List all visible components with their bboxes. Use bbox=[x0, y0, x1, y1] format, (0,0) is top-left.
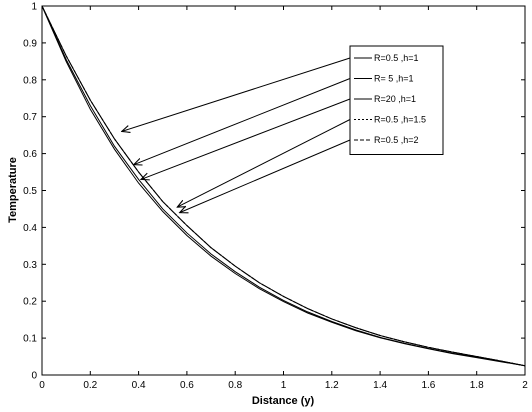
series-line-5 bbox=[41, 5, 526, 367]
annotation-arrow bbox=[122, 57, 351, 131]
y-tick-label: 0 bbox=[31, 371, 37, 382]
x-tick-label: 0 bbox=[39, 380, 45, 391]
x-tick-label: 1.6 bbox=[421, 380, 435, 391]
y-tick-label: 0.7 bbox=[23, 112, 37, 123]
x-tick-label: 1.8 bbox=[470, 380, 484, 391]
legend-box bbox=[349, 45, 444, 155]
axis-ticks: 0 0.2 0.4 0.6 0.8 1 1.2 1.4 1.6 1.8 2 0 0.1 0.2 0.3 0.4… bbox=[23, 2, 528, 392]
annotation-arrow bbox=[134, 78, 351, 165]
annotation-arrows bbox=[122, 57, 351, 213]
x-tick-label: 0.4 bbox=[132, 380, 146, 391]
annotation-arrow bbox=[180, 139, 351, 213]
series-line-3 bbox=[41, 5, 526, 367]
legend-entry: R=0.5 ,h=1.5 bbox=[374, 115, 426, 125]
legend-entry: R=0.5 ,h=1 bbox=[374, 53, 419, 63]
y-tick-label: 0.2 bbox=[23, 297, 37, 308]
y-tick-label: 0.6 bbox=[23, 149, 37, 160]
y-tick-label: 0.1 bbox=[23, 334, 37, 345]
x-tick-label: 0.6 bbox=[180, 380, 194, 391]
plot-area bbox=[41, 5, 526, 376]
x-tick-label: 0.2 bbox=[83, 380, 97, 391]
legend: R=0.5 ,h=1 R= 5 ,h=1 R=20 ,h=1 R=0.5 ,h=1.5… bbox=[349, 45, 444, 155]
y-tick-label: 0.4 bbox=[23, 223, 37, 234]
series-lines bbox=[41, 5, 526, 367]
y-axis-label: Temperature bbox=[7, 157, 19, 223]
annotation-arrow bbox=[177, 119, 351, 208]
x-tick-label: 1.4 bbox=[373, 380, 387, 391]
x-axis-label: Distance (y) bbox=[252, 395, 315, 407]
legend-entry: R= 5 ,h=1 bbox=[374, 74, 414, 84]
x-tick-label: 1.2 bbox=[325, 380, 339, 391]
annotation-arrow bbox=[141, 98, 351, 179]
y-tick-label: 0.8 bbox=[23, 75, 37, 86]
y-tick-label: 0.3 bbox=[23, 260, 37, 271]
x-tick-label: 2 bbox=[522, 380, 528, 391]
x-tick-label: 1 bbox=[281, 380, 287, 391]
y-tick-label: 0.5 bbox=[23, 186, 37, 197]
y-tick-label: 0.9 bbox=[23, 38, 37, 49]
legend-entry: R=0.5 ,h=2 bbox=[374, 135, 419, 145]
x-tick-label: 0.8 bbox=[228, 380, 242, 391]
y-tick-label: 1 bbox=[31, 2, 37, 13]
legend-entry: R=20 ,h=1 bbox=[374, 94, 416, 104]
